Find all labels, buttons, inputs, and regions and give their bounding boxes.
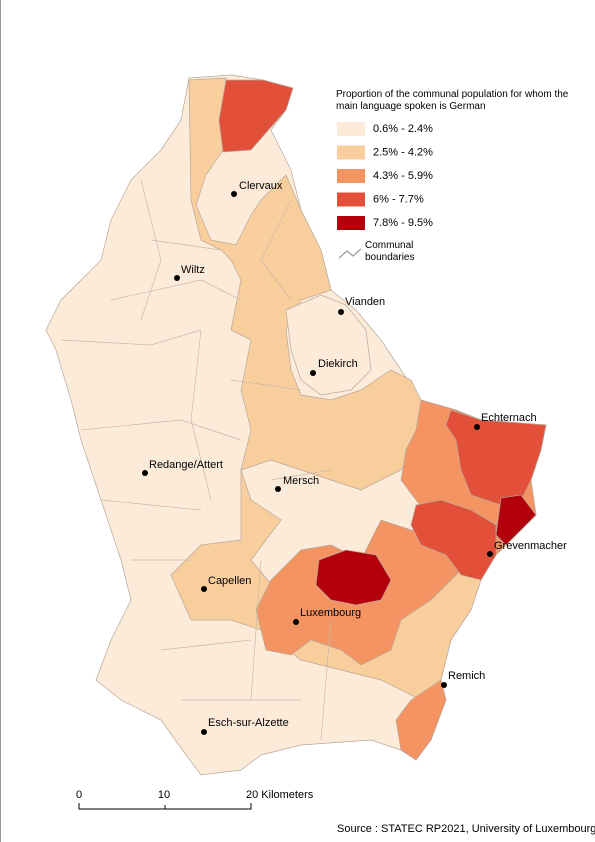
city-label: Diekirch xyxy=(318,358,358,370)
city-dot xyxy=(293,619,299,625)
city-dot xyxy=(201,586,207,592)
cities: Clervaux Wiltz Vianden Diekirch Echterna… xyxy=(142,180,567,735)
city-dot xyxy=(201,729,207,735)
city-label: Vianden xyxy=(345,296,385,308)
commune-region xyxy=(315,549,392,606)
commune-region xyxy=(285,294,372,396)
legend-label: 7.8% - 9.5% xyxy=(373,217,433,229)
scale-bar: 0 10 20 Kilometers xyxy=(76,789,314,810)
legend-swatch xyxy=(337,122,365,136)
legend-label: 4.3% - 5.9% xyxy=(373,170,433,182)
scale-label: 0 xyxy=(76,789,82,801)
city-dot xyxy=(231,191,237,197)
city-label: Luxembourg xyxy=(300,607,361,619)
scale-line xyxy=(78,803,252,810)
commune-region xyxy=(218,79,294,153)
legend-swatch xyxy=(337,216,365,230)
city-label: Capellen xyxy=(208,575,251,587)
city-dot xyxy=(310,370,316,376)
city-label: Clervaux xyxy=(239,180,283,192)
boundary-legend-icon xyxy=(338,248,362,259)
legend-label: 2.5% - 4.2% xyxy=(373,146,433,158)
city-label: Mersch xyxy=(283,475,319,487)
city-label: Wiltz xyxy=(181,264,205,276)
source: Source : STATEC RP2021, University of Lu… xyxy=(337,823,595,835)
legend-label: 0.6% - 2.4% xyxy=(373,123,433,135)
city-label: Esch-sur-Alzette xyxy=(208,717,289,729)
city-dot xyxy=(275,486,281,492)
legend-swatch xyxy=(337,169,365,183)
legend-swatch xyxy=(337,145,365,160)
commune-boundary xyxy=(60,179,332,741)
legend-title: Proportion of the communal population fo… xyxy=(336,89,569,112)
city-dot xyxy=(174,275,180,281)
city-dot xyxy=(338,309,344,315)
city-label: Grevenmacher xyxy=(494,540,567,552)
city-dot xyxy=(474,424,480,430)
legend-label: 6% - 7.7% xyxy=(373,193,424,205)
city-dot xyxy=(441,682,447,688)
commune-region xyxy=(410,499,497,581)
commune-region xyxy=(495,494,537,546)
city-label: Echternach xyxy=(481,412,537,424)
scale-label: 20 Kilometers xyxy=(246,789,314,801)
city-label: Redange/Attert xyxy=(149,459,223,471)
scale-label: 10 xyxy=(158,789,170,801)
legend-swatch xyxy=(337,192,365,207)
city-dot xyxy=(142,470,148,476)
legend: 0.6% - 2.4% 2.5% - 4.2% 4.3% - 5.9% 6% - 7.… xyxy=(337,122,433,230)
city-dot xyxy=(487,551,493,557)
city-label: Remich xyxy=(448,670,485,682)
boundary-label: Communal boundaries xyxy=(365,240,415,263)
